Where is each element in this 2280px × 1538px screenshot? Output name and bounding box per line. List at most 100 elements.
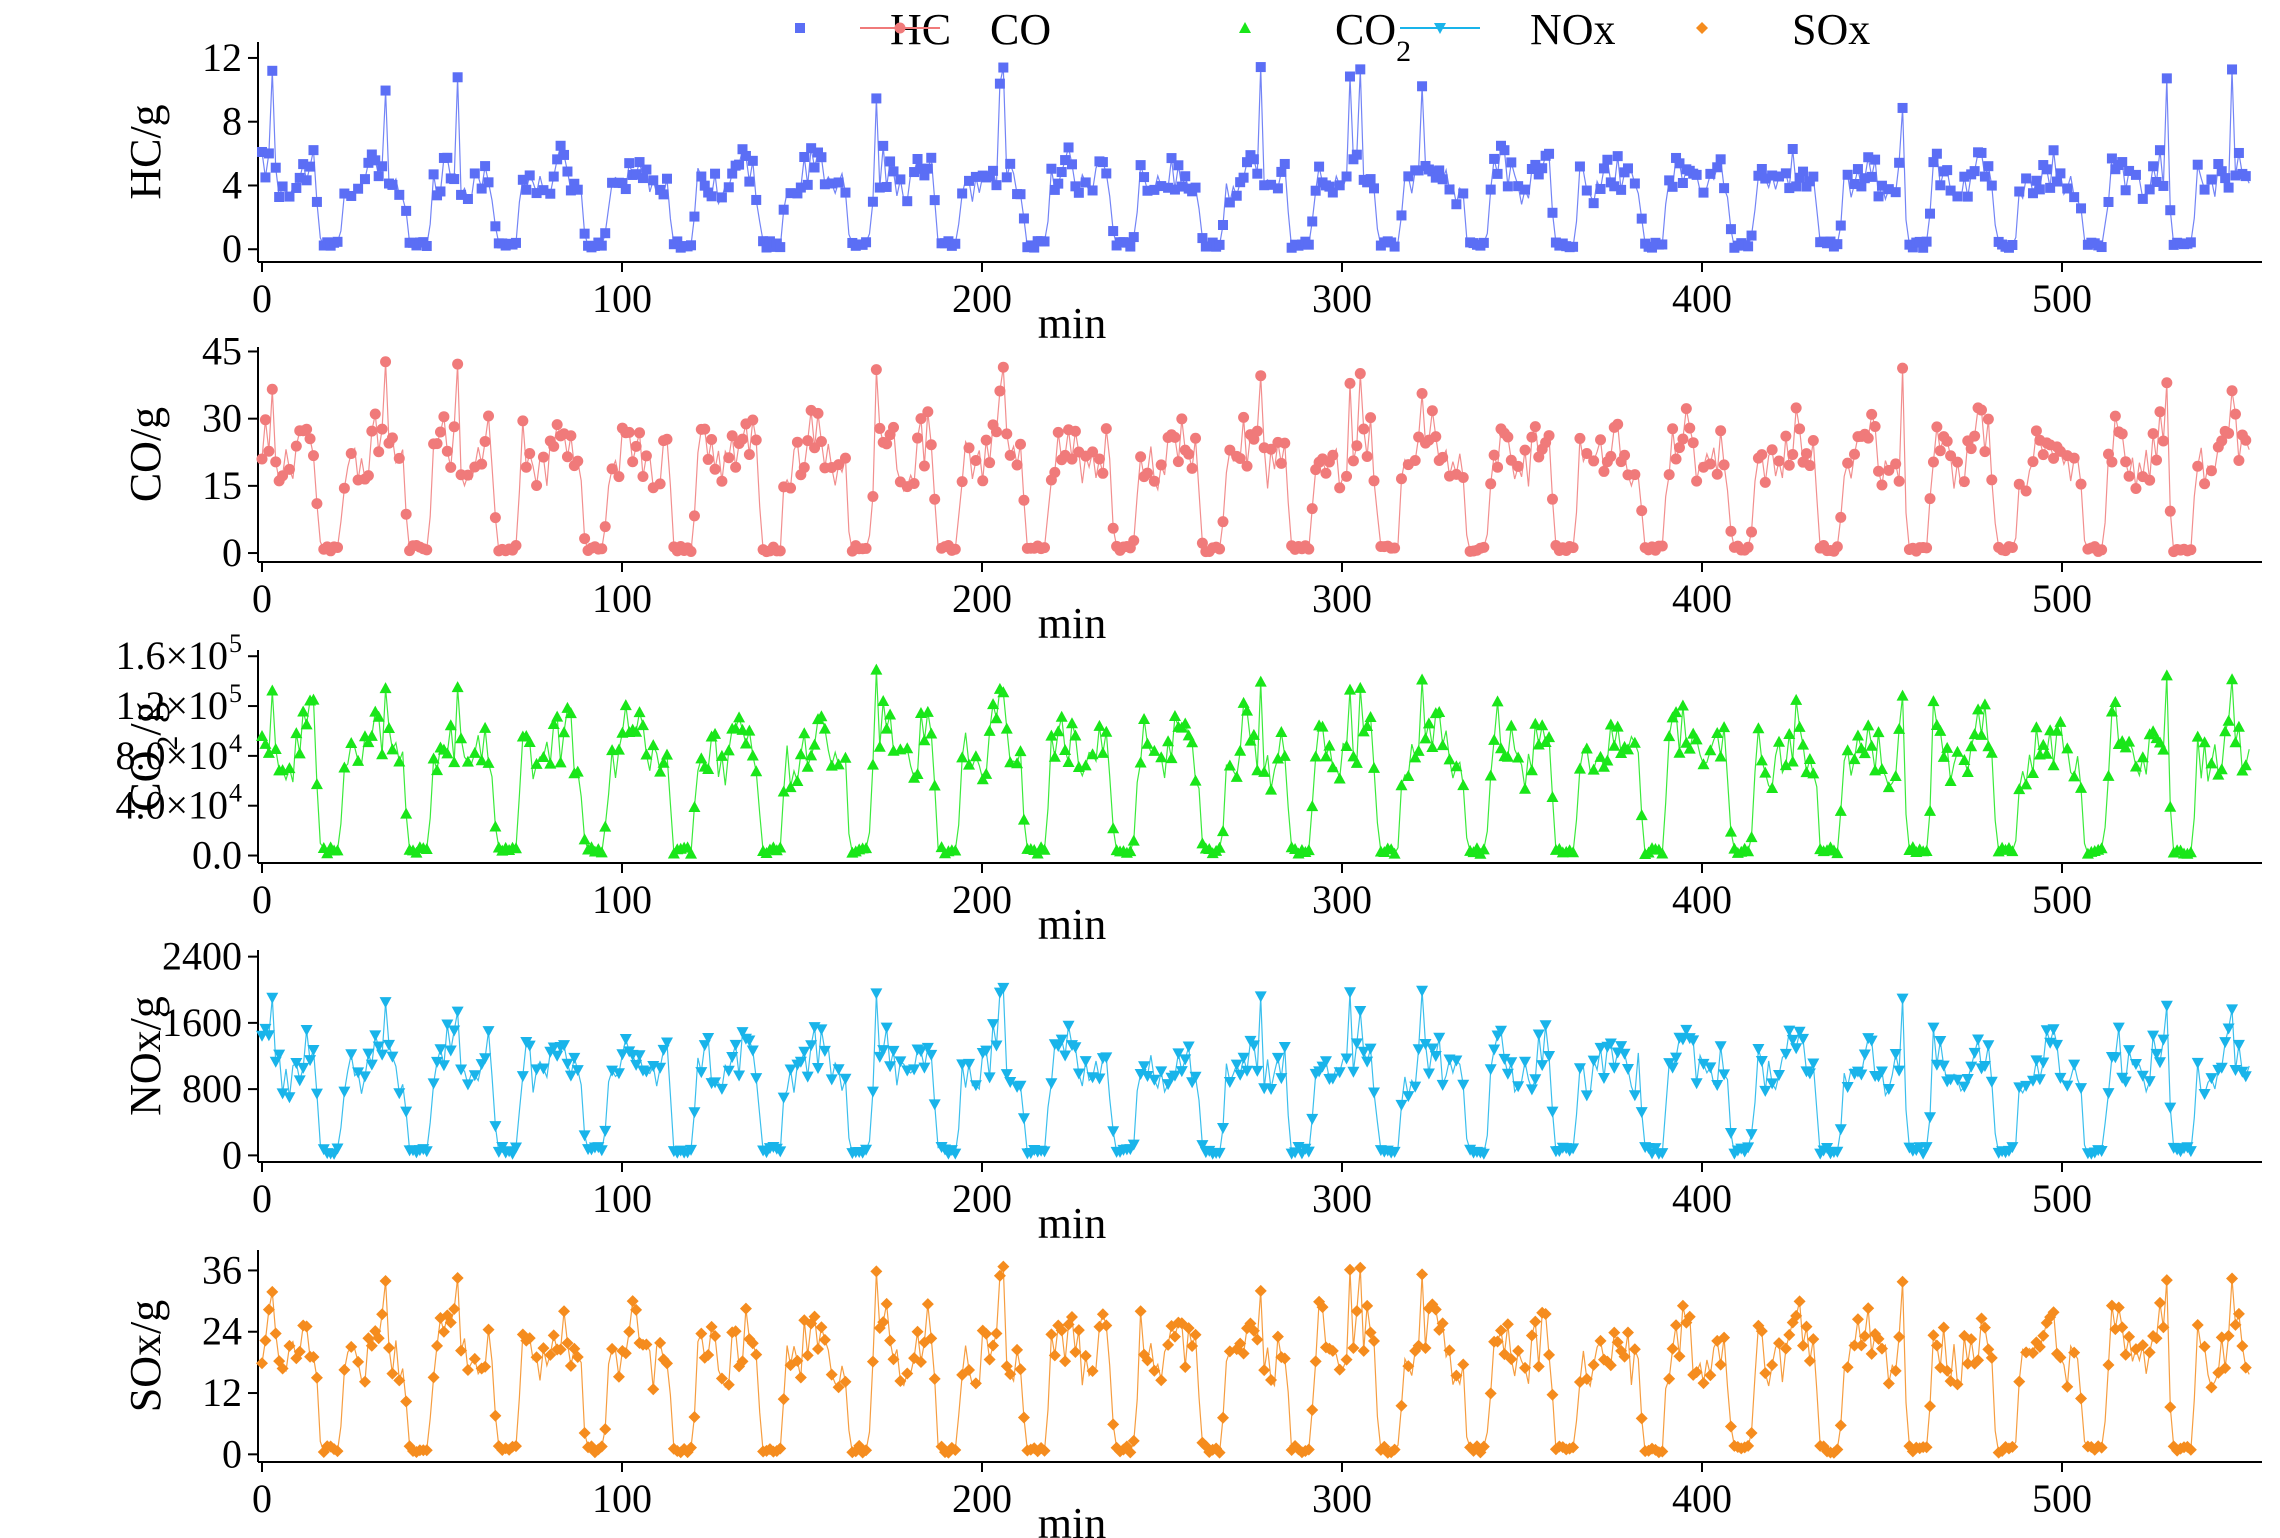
data-point — [1856, 181, 1867, 192]
data-point — [2229, 408, 2241, 420]
data-point — [1237, 1347, 1250, 1360]
data-point — [2137, 193, 2148, 204]
data-point — [1216, 1122, 1229, 1134]
legend-marker — [1239, 22, 1251, 33]
data-point — [1677, 177, 1688, 188]
data-point — [1780, 168, 1791, 179]
data-point — [2205, 1381, 2218, 1394]
data-point — [1529, 421, 1541, 433]
data-point — [476, 183, 487, 194]
data-point — [2147, 1030, 2160, 1042]
data-point — [1368, 1335, 1381, 1348]
data-point — [1155, 1374, 1168, 1387]
data-point — [2154, 145, 2165, 156]
data-point — [1402, 1360, 1415, 1373]
data-point — [1001, 428, 1013, 440]
data-point — [1925, 208, 1936, 219]
data-point — [2013, 1082, 2026, 1094]
data-point — [1234, 1069, 1247, 1081]
data-point — [686, 240, 697, 251]
data-point — [1536, 719, 1549, 731]
data-point — [1182, 1041, 1195, 1053]
data-point — [1870, 154, 1881, 165]
data-point — [1525, 764, 1538, 776]
data-point — [1139, 172, 1150, 183]
data-point — [908, 477, 920, 489]
data-point — [1841, 1082, 1854, 1094]
data-point — [462, 469, 474, 481]
data-point — [746, 1337, 759, 1350]
data-point — [990, 426, 1002, 438]
data-point — [1543, 731, 1556, 743]
x-tick-label: 0 — [252, 877, 272, 922]
data-point — [1526, 431, 1538, 443]
data-point — [1635, 809, 1648, 821]
data-point — [805, 749, 818, 761]
data-point — [2153, 1057, 2166, 1069]
data-point — [1450, 760, 1463, 772]
data-point — [1436, 739, 1449, 751]
data-point — [1520, 184, 1531, 195]
data-point — [2205, 465, 2217, 477]
data-point — [379, 1274, 392, 1287]
data-point — [1934, 1035, 1947, 1047]
data-point — [1595, 183, 1606, 194]
data-point — [839, 452, 851, 464]
data-point — [1172, 456, 1184, 468]
data-point — [1045, 729, 1058, 741]
data-point — [2192, 159, 2203, 170]
data-point — [1894, 157, 1905, 168]
data-point — [1865, 1035, 1878, 1047]
data-point — [571, 765, 584, 777]
data-point — [1241, 1065, 1254, 1077]
data-point — [619, 1347, 632, 1360]
data-point — [839, 751, 852, 763]
data-point — [1852, 164, 1863, 175]
data-point — [1629, 178, 1640, 189]
data-point — [480, 161, 491, 172]
data-point — [2040, 747, 2053, 759]
data-point — [963, 1363, 976, 1376]
data-point — [2026, 1347, 2039, 1360]
data-point — [1536, 1060, 1549, 1072]
data-point — [1539, 1307, 1552, 1320]
data-point — [562, 166, 573, 177]
data-point — [1224, 197, 1235, 208]
data-point — [2226, 385, 2238, 397]
data-point — [2206, 174, 2217, 185]
x-tick-label: 400 — [1672, 1176, 1732, 1221]
data-point — [1169, 431, 1181, 443]
data-point — [401, 205, 412, 216]
data-point — [1872, 726, 1885, 738]
data-point — [1783, 459, 1795, 471]
data-point — [544, 1348, 557, 1361]
data-point — [1196, 1140, 1209, 1152]
data-point — [1107, 822, 1120, 834]
data-point — [739, 737, 752, 749]
data-point — [1319, 750, 1332, 762]
data-point — [1069, 1042, 1082, 1054]
data-point — [1714, 1041, 1727, 1053]
data-point — [606, 1342, 619, 1355]
data-point — [984, 171, 995, 182]
data-point — [1434, 165, 1445, 176]
data-point — [1920, 1142, 1933, 1154]
data-point — [866, 1086, 879, 1098]
data-point — [569, 178, 580, 189]
data-point — [345, 1049, 358, 1061]
data-point — [2116, 428, 2128, 440]
data-point — [1416, 673, 1429, 685]
data-point — [1344, 71, 1355, 82]
data-point — [647, 1383, 660, 1396]
data-point — [1505, 1057, 1518, 1069]
data-point — [382, 721, 395, 733]
data-point — [1882, 781, 1895, 793]
data-point — [993, 1269, 1006, 1282]
data-point — [1494, 742, 1507, 754]
data-point — [634, 157, 645, 168]
data-point — [2239, 1361, 2252, 1374]
data-point — [1396, 210, 1407, 221]
data-point — [2048, 145, 2059, 156]
data-point — [709, 727, 722, 739]
data-point — [1941, 435, 1953, 447]
